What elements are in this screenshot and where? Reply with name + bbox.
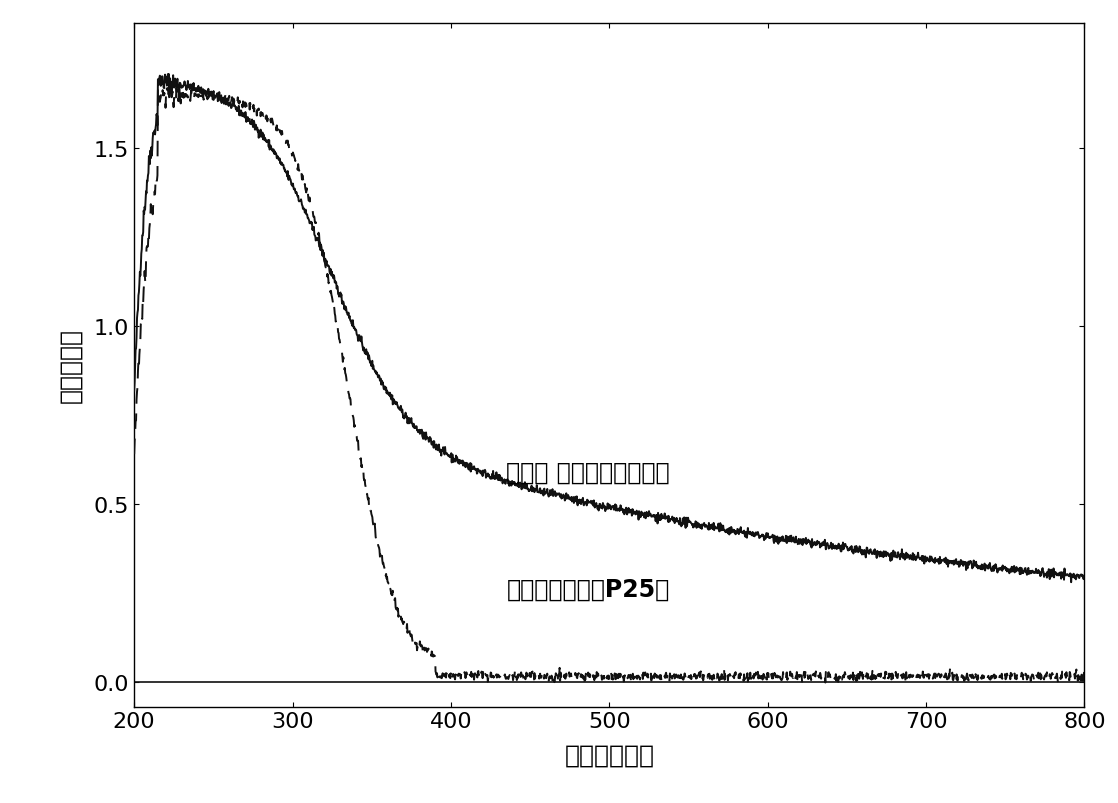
- X-axis label: 波长（纳米）: 波长（纳米）: [565, 743, 654, 767]
- Text: 二氧化钛粉末（P25）: 二氧化钛粉末（P25）: [506, 577, 670, 601]
- Y-axis label: 光吸收强度: 光吸收强度: [58, 328, 83, 403]
- Text: 溴掺杂 二氧化钛纳米材料: 溴掺杂 二氧化钛纳米材料: [506, 460, 670, 484]
